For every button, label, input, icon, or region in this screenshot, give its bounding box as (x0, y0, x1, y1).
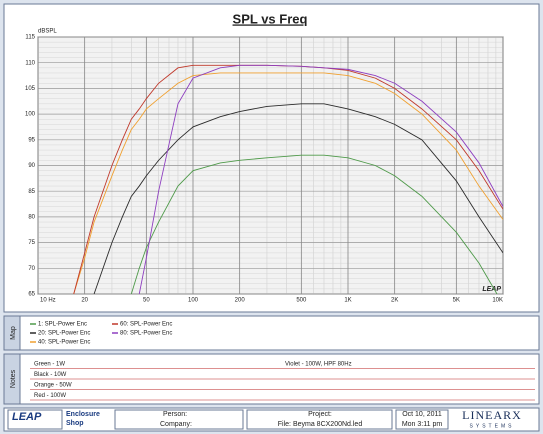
series-line (93, 103, 503, 294)
brand: LINEARX (462, 408, 522, 422)
x-tick-label: 500 (296, 298, 307, 304)
series-line (73, 64, 503, 294)
note-text: Green - 1W (34, 362, 65, 368)
date-box (395, 409, 449, 430)
map-label: Map (10, 326, 17, 340)
legend-label: 60: SPL-Power Enc (120, 322, 172, 328)
y-tick-label: 85 (28, 189, 35, 195)
note-text: Violet - 100W, HPF 80Hz (285, 362, 352, 368)
company: Company: (160, 421, 192, 428)
y-tick-label: 95 (28, 137, 35, 143)
product: Shop (66, 420, 84, 427)
notes-label: Notes (10, 369, 17, 388)
notes-tab (3, 353, 21, 405)
series-line (138, 64, 503, 294)
brand-sub: SYSTEMS (470, 423, 515, 429)
date: Oct 10, 2011 (402, 411, 442, 418)
legend-label: 40: SPL-Power Enc (38, 340, 90, 346)
x-tick-label: 2K (391, 298, 398, 304)
product: Enclosure (66, 411, 100, 418)
series-line (130, 154, 498, 294)
plot-lines (73, 64, 503, 294)
x-tick-label: 20 (81, 298, 88, 304)
note-text: Orange - 50W (34, 383, 72, 389)
legend-label: 1: SPL-Power Enc (38, 322, 87, 328)
map-tab (3, 315, 21, 351)
project: Project: (308, 411, 332, 418)
legend-label: 80: SPL-Power Enc (120, 331, 172, 337)
x-tick-label: 10 Hz (40, 298, 56, 304)
y-tick-label: 80 (28, 214, 35, 220)
x-tick-label: 10K (492, 298, 503, 304)
watermark: LEAP (482, 286, 501, 293)
y-tick-label: 70 (28, 266, 35, 272)
project-box (246, 409, 393, 430)
y-tick-label: 90 (28, 163, 35, 169)
y-tick-label: 100 (25, 112, 36, 118)
x-tick-label: 50 (143, 298, 150, 304)
chart-title: SPL vs Freq (233, 11, 308, 26)
file: File: Beyma 8CX200Nd.led (278, 421, 363, 428)
y-tick-label: 75 (28, 240, 35, 246)
logo: LEAP (12, 411, 42, 423)
person: Person: (163, 411, 187, 418)
legend-label: 20: SPL-Power Enc (38, 331, 90, 337)
y-tick-label: 115 (25, 35, 35, 41)
map-panel (3, 315, 540, 351)
logo-box (7, 409, 63, 430)
note-text: Black - 10W (34, 372, 67, 378)
y-tick-label: 105 (25, 86, 36, 92)
y-tick-label: 65 (28, 292, 35, 298)
note-text: Red - 100W (34, 393, 66, 399)
x-tick-label: 100 (188, 298, 199, 304)
x-tick-label: 5K (453, 298, 460, 304)
series-line (73, 72, 503, 294)
x-tick-label: 200 (235, 298, 246, 304)
y-axis-label: dBSPL (38, 29, 57, 35)
x-tick-label: 1K (344, 298, 351, 304)
person-box (114, 409, 244, 430)
y-tick-label: 110 (25, 60, 35, 66)
time: Mon 3:11 pm (402, 421, 443, 428)
